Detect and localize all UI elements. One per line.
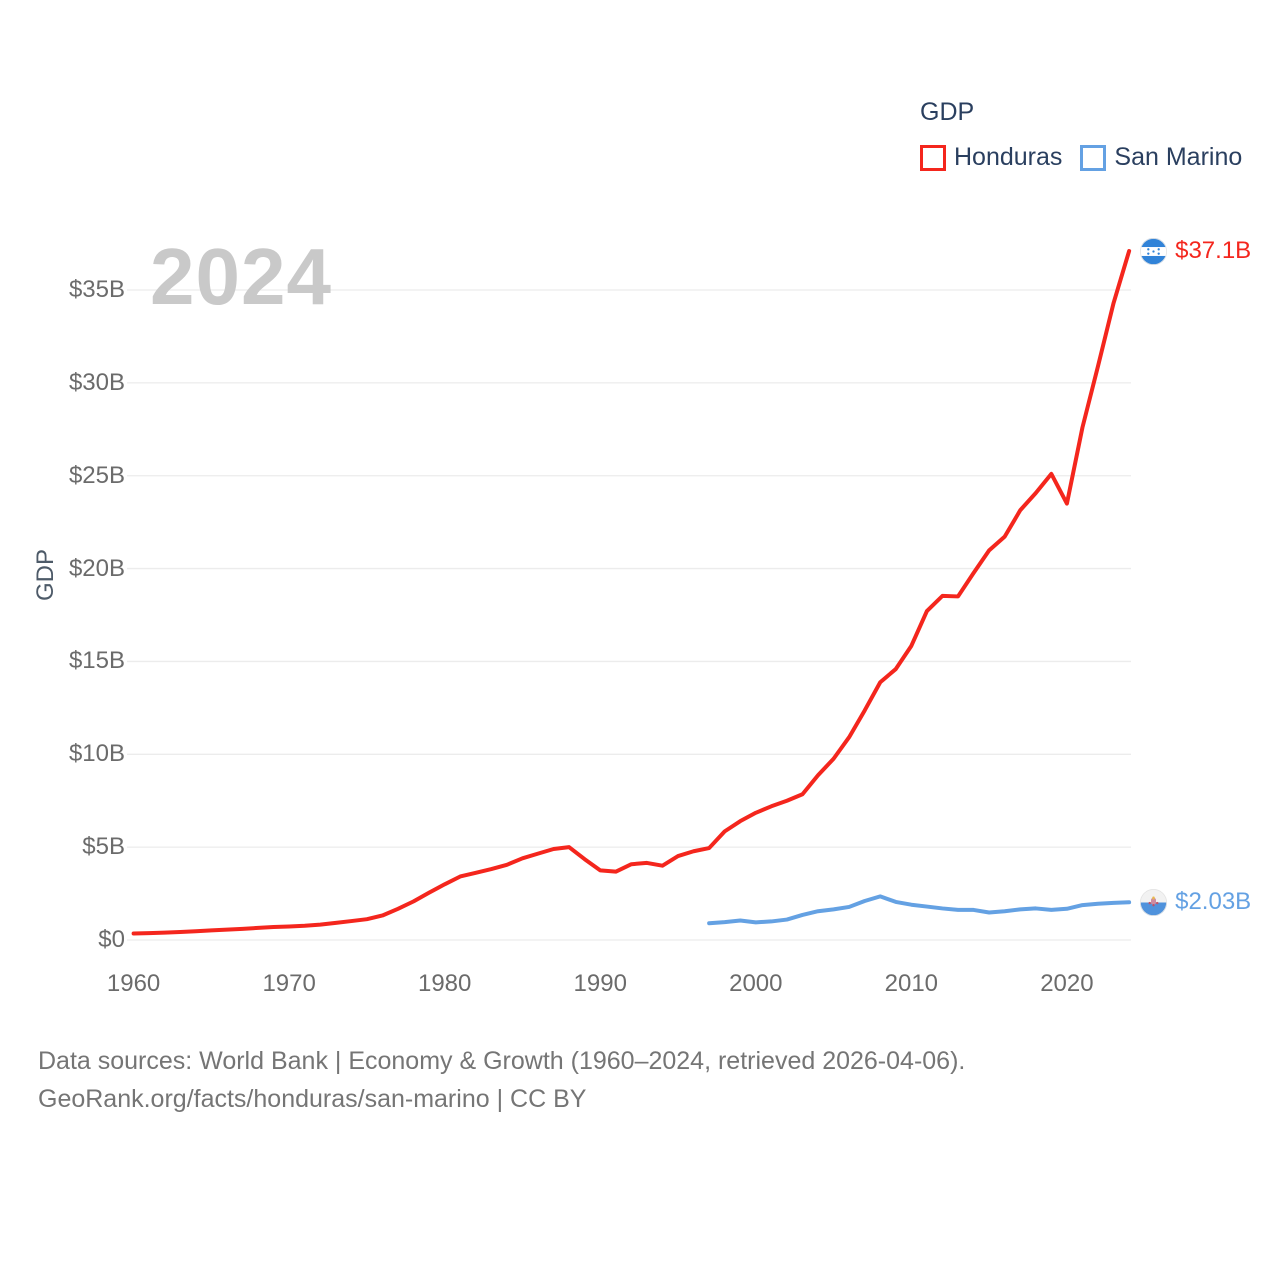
san-marino-end-label: $2.03B (1140, 888, 1251, 916)
honduras-line[interactable] (131, 249, 1132, 936)
x-tick-label: 2010 (884, 970, 939, 997)
y-tick-label: $5B (82, 833, 125, 861)
x-tick-label: 2000 (729, 970, 783, 997)
x-tick-label: 1990 (573, 970, 627, 997)
honduras-flag-icon (1140, 237, 1168, 265)
year-watermark: 2024 (150, 232, 332, 321)
y-tick-label: $15B (68, 647, 125, 675)
legend-item-san-marino[interactable]: San Marino (1080, 143, 1242, 172)
legend-title: GDP (920, 98, 975, 126)
y-tick-label: $25B (68, 461, 125, 489)
legend-item-honduras[interactable]: Honduras (920, 143, 1062, 172)
y-tick-label: $35B (68, 276, 125, 303)
data-sources-text: Data sources: World Bank | Economy & Gro… (38, 1047, 966, 1075)
y-tick-label: $10B (68, 740, 125, 768)
legend-row: Honduras San Marino (920, 143, 1242, 172)
x-tick-label: 1960 (106, 970, 161, 997)
legend-label-san-marino: San Marino (1114, 143, 1243, 171)
honduras-swatch-icon (920, 144, 946, 171)
y-tick-label: $30B (68, 368, 125, 396)
attribution-text: GeoRank.org/facts/honduras/san-marino | … (38, 1085, 587, 1113)
y-tick-label: $20B (68, 554, 125, 582)
x-tick-label: 1970 (262, 970, 316, 997)
legend-label-honduras: Honduras (954, 143, 1063, 171)
honduras-end-label: $37.1B (1140, 237, 1251, 265)
honduras-end-value: $37.1B (1175, 237, 1252, 265)
y-tick-label: $0 (98, 926, 125, 953)
san-marino-swatch-icon (1080, 144, 1107, 171)
san-marino-flag-icon (1140, 888, 1168, 916)
x-tick-label: 1980 (417, 970, 472, 997)
x-tick-label: 2020 (1040, 970, 1094, 997)
san-marino-end-value: $2.03B (1175, 888, 1252, 916)
san-marino-line[interactable] (707, 894, 1132, 926)
